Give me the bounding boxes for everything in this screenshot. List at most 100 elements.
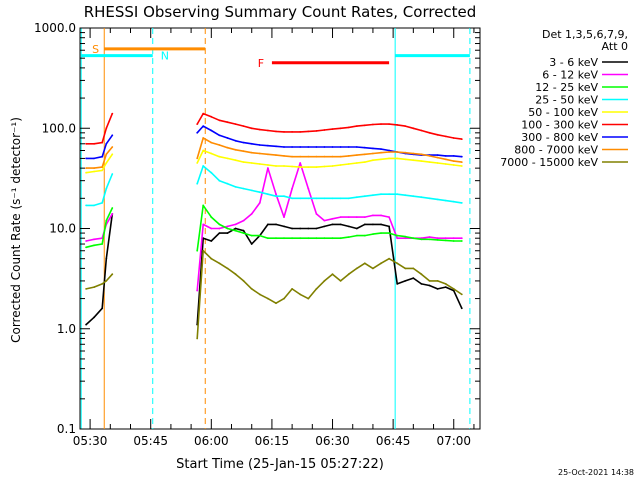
data-point	[85, 142, 87, 145]
data-point	[355, 216, 358, 219]
data-point	[242, 161, 245, 164]
legend-label: 12 - 25 keV	[535, 81, 598, 94]
data-point	[372, 233, 374, 236]
data-point	[226, 157, 229, 160]
legend-header-line-2: Att 0	[602, 40, 628, 53]
legend-label: 6 - 12 keV	[542, 69, 598, 82]
data-point	[307, 187, 310, 190]
data-point	[283, 225, 285, 228]
data-point	[428, 197, 431, 200]
data-point	[275, 154, 277, 157]
data-point	[452, 200, 455, 203]
data-point	[234, 227, 237, 230]
data-point	[420, 153, 423, 156]
data-point	[372, 123, 374, 126]
series-line	[196, 137, 462, 163]
data-point	[275, 165, 277, 167]
data-point	[347, 146, 350, 148]
data-point	[275, 130, 277, 133]
data-point	[267, 223, 269, 226]
data-point	[396, 193, 399, 196]
data-point	[267, 144, 269, 147]
data-point	[323, 155, 326, 158]
data-point	[420, 129, 423, 132]
data-point	[355, 162, 358, 164]
data-point	[111, 173, 114, 175]
data-point	[307, 166, 310, 169]
data-point	[283, 297, 285, 300]
data-point	[202, 149, 205, 152]
data-point	[250, 142, 253, 145]
data-point	[363, 234, 366, 237]
data-point	[234, 273, 237, 276]
y-tick-label: 10.0	[49, 222, 76, 236]
data-point	[396, 157, 399, 160]
data-point	[291, 155, 293, 158]
data-point	[452, 160, 455, 163]
data-point	[347, 273, 350, 276]
data-point	[388, 216, 390, 219]
data-point	[452, 155, 455, 157]
data-point	[331, 128, 334, 131]
data-point	[307, 146, 310, 148]
data-point	[315, 130, 318, 132]
y-axis: 0.1 1.0 10.0 100.0 1000.0	[34, 21, 480, 436]
data-point	[436, 198, 439, 201]
data-point	[460, 165, 463, 167]
data-point	[372, 194, 374, 197]
data-point	[412, 237, 415, 240]
data-point	[388, 257, 390, 260]
data-point	[444, 163, 447, 165]
data-point	[218, 223, 221, 226]
data-point	[202, 137, 205, 139]
data-point	[196, 182, 199, 185]
data-point	[460, 237, 463, 240]
data-point	[420, 238, 423, 241]
series-line	[86, 173, 114, 207]
data-point	[460, 155, 463, 158]
legend-label: 300 - 800 keV	[521, 131, 598, 144]
data-point	[339, 146, 342, 148]
data-point	[388, 225, 390, 228]
data-point	[404, 158, 407, 161]
data-point	[283, 165, 285, 167]
data-point	[444, 155, 447, 157]
x-axis: 05:30 05:45 06:00 06:15 06:30 06:45 07:00	[73, 28, 475, 448]
data-point	[234, 186, 237, 188]
data-point	[347, 236, 350, 239]
data-point	[404, 194, 407, 197]
data-point	[460, 293, 463, 296]
data-point	[101, 243, 104, 245]
series-line	[196, 223, 463, 325]
data-point	[404, 125, 407, 127]
data-point	[388, 149, 390, 152]
y-axis-label: Corrected Count Rate (s⁻¹ detector⁻¹)	[9, 117, 23, 343]
series-line	[196, 249, 463, 339]
data-point	[210, 216, 213, 219]
data-point	[267, 297, 269, 300]
data-point	[275, 302, 277, 305]
data-point	[363, 195, 366, 198]
data-point	[347, 163, 350, 165]
flag-label: F	[258, 57, 264, 70]
x-axis-label: Start Time (25-Jan-15 05:27:22)	[176, 457, 384, 472]
data-point	[242, 219, 245, 222]
data-point	[412, 267, 415, 270]
data-point	[404, 280, 407, 282]
data-point	[339, 164, 342, 166]
data-point	[460, 307, 463, 310]
data-point	[267, 164, 269, 166]
data-point	[111, 213, 114, 215]
data-point	[420, 283, 423, 285]
data-point	[85, 240, 87, 242]
data-point	[323, 165, 326, 168]
series-line	[85, 273, 113, 290]
data-point	[363, 146, 366, 149]
data-point	[380, 214, 382, 217]
data-point	[283, 131, 285, 133]
data-point	[242, 150, 245, 153]
data-point	[372, 223, 374, 226]
legend-header-line-1: Det 1,3,5,6,7,9,	[542, 28, 628, 41]
data-point	[105, 187, 108, 190]
data-point	[444, 158, 447, 161]
